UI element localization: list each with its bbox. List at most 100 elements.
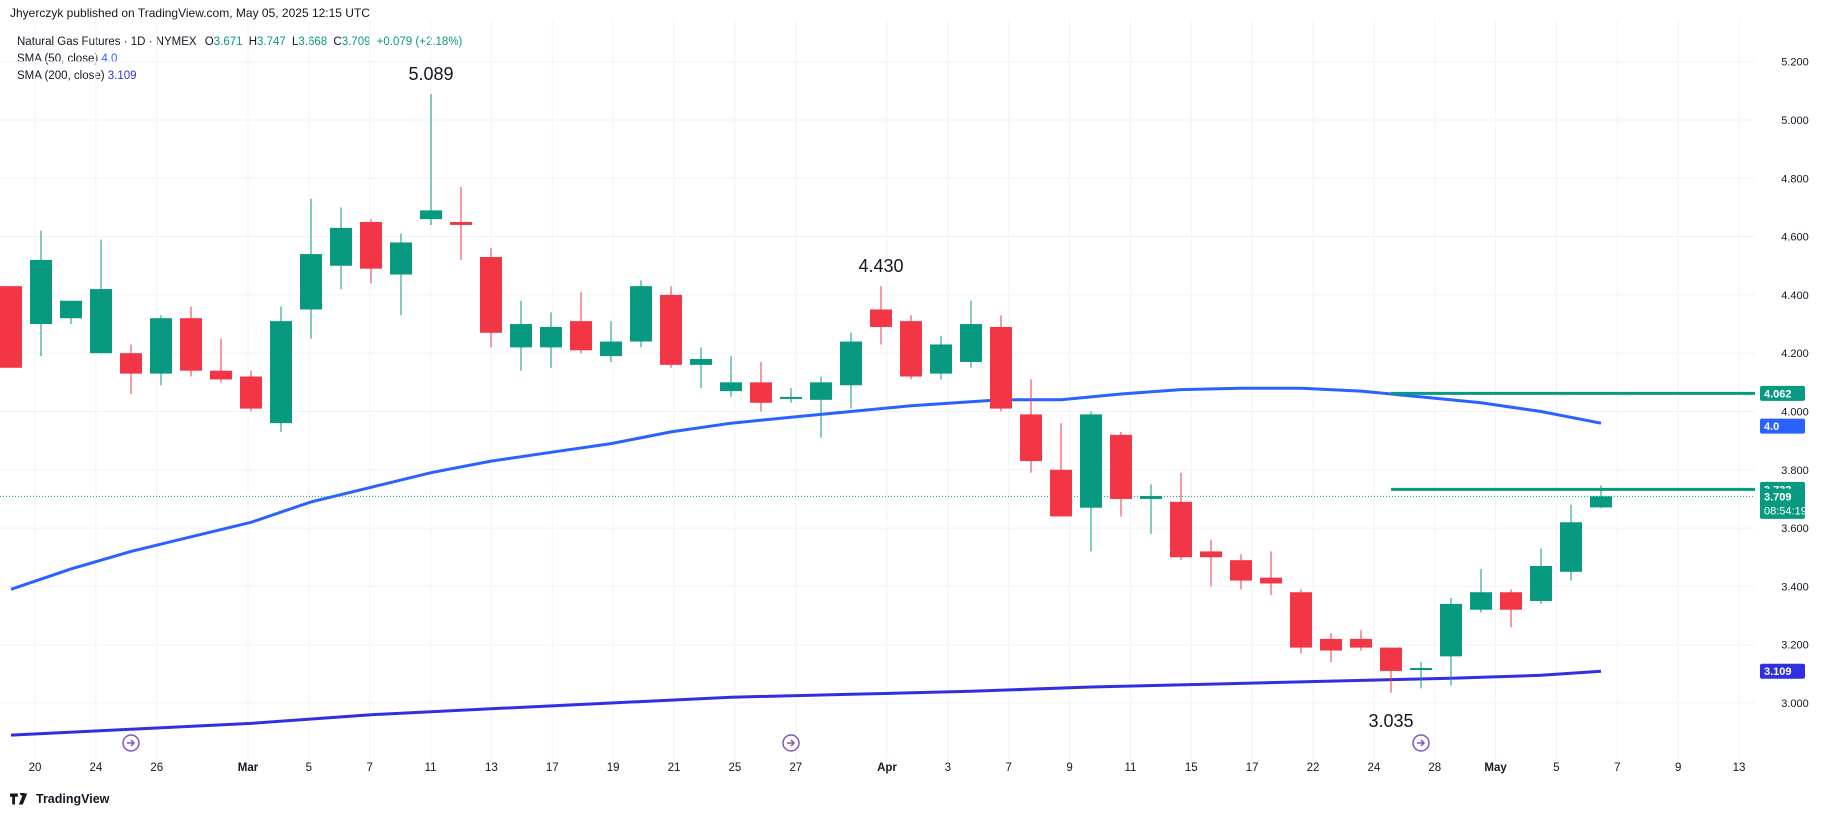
candle-body <box>1500 592 1522 610</box>
candle-body <box>1320 638 1342 651</box>
y-tick-label: 4.400 <box>1781 290 1809 302</box>
x-tick-label: 11 <box>1124 762 1136 774</box>
candle-body <box>1140 496 1162 499</box>
event-marker-icon <box>782 734 800 752</box>
event-marker-icon <box>1412 734 1430 752</box>
candle-body <box>600 341 622 357</box>
price-annotation: 3.035 <box>1368 711 1413 731</box>
publisher-line: Jhyerczyk published on TradingView.com, … <box>10 6 370 20</box>
legend-open: 3.671 <box>213 36 243 48</box>
legend-o-label: O <box>204 36 214 48</box>
footer-brand[interactable]: TradingView <box>10 792 109 806</box>
candle-body <box>990 326 1012 409</box>
price-label-box <box>1760 385 1805 401</box>
candle-body <box>180 318 202 371</box>
x-tick-label: 9 <box>1675 762 1681 774</box>
candle-body <box>1200 551 1222 558</box>
candle-body <box>1020 414 1042 462</box>
horizontal-lines <box>0 391 1755 497</box>
candle-body <box>300 254 322 310</box>
x-axis: 20 24 26 Mar 5 7 11 13 17 19 21 25 27 Apr 3 7 9 11 15 17 22 2… <box>29 762 1746 774</box>
legend-l-label: L <box>292 36 299 48</box>
tradingview-logo-icon <box>10 793 28 805</box>
candle-body <box>0 286 22 368</box>
candle-body <box>210 370 232 380</box>
candle-body <box>1290 592 1312 648</box>
candle-body <box>810 382 832 400</box>
candles <box>0 94 1612 693</box>
x-tick-label: 28 <box>1428 762 1441 774</box>
legend-symbol[interactable]: Natural Gas Futures · 1D · NYMEX <box>17 36 197 48</box>
x-tick-label: 13 <box>485 762 498 774</box>
event-markers <box>122 734 1430 752</box>
x-tick-label: 26 <box>150 762 163 774</box>
candle-body <box>150 318 172 374</box>
candle-body <box>1170 501 1192 558</box>
x-tick-label: 11 <box>425 762 437 774</box>
candle-body <box>60 300 82 319</box>
candle-body <box>690 359 712 365</box>
y-tick-label: 3.800 <box>1781 465 1809 477</box>
event-marker-arrow <box>787 739 796 747</box>
x-tick-label: 17 <box>546 762 559 774</box>
candle-body <box>270 321 292 424</box>
x-tick-label: 7 <box>367 762 373 774</box>
x-tick-label: 5 <box>1553 762 1559 774</box>
candle-body <box>720 382 742 392</box>
x-tick-label: 25 <box>728 762 741 774</box>
x-tick-label: Mar <box>238 762 259 774</box>
price-annotation: 5.089 <box>408 64 453 84</box>
price-label-text: 3.709 <box>1764 491 1792 503</box>
x-tick-label: 27 <box>789 762 802 774</box>
sma200-line <box>10 669 1602 737</box>
candle-body <box>30 259 52 325</box>
sma50-path <box>10 386 1602 591</box>
legend-h-label: H <box>248 36 258 48</box>
x-tick-label: 15 <box>1185 762 1198 774</box>
x-tick-label: 7 <box>1614 762 1620 774</box>
y-tick-label: 5.200 <box>1781 57 1809 69</box>
legend-sma200-row[interactable]: SMA (200, close) 3.109 <box>17 68 462 85</box>
candle-body <box>240 376 262 409</box>
candle-body <box>450 222 472 225</box>
price-label-box <box>1760 663 1805 679</box>
candle-body <box>1590 496 1612 508</box>
candle-body <box>540 326 562 348</box>
candle-body <box>660 294 682 365</box>
candle-body <box>360 222 382 269</box>
y-tick-label: 4.600 <box>1781 232 1809 244</box>
x-tick-label: 3 <box>945 762 951 774</box>
candle-body <box>1050 469 1072 517</box>
x-tick-label: Apr <box>877 762 897 774</box>
candle-body <box>1530 565 1552 601</box>
candle-body <box>120 353 142 374</box>
candle-body <box>870 309 892 327</box>
legend-sma200-value: 3.109 <box>107 70 137 82</box>
candle-body <box>330 227 352 266</box>
price-label-box <box>1760 418 1805 434</box>
candle-body <box>1260 577 1282 584</box>
sma50-line <box>10 386 1602 591</box>
candle-body <box>1440 603 1462 657</box>
candle-body <box>750 382 772 403</box>
x-tick-label: 22 <box>1307 762 1320 774</box>
legend-low: 3.668 <box>298 36 328 48</box>
y-tick-label: 3.600 <box>1781 523 1809 535</box>
candle-body <box>780 396 802 399</box>
event-marker-arrow <box>127 739 136 747</box>
y-tick-label: 4.000 <box>1781 407 1809 419</box>
legend-sma200-label: SMA (200, close) <box>17 70 105 82</box>
price-chart[interactable]: 5.089 4.430 3.035 3.000 3.200 3.400 3.600 3.80… <box>0 0 1835 790</box>
countdown-label: 08:54:19 <box>1764 505 1807 517</box>
candle-body <box>90 289 112 354</box>
y-tick-label: 4.800 <box>1781 173 1809 185</box>
price-annotations: 5.089 4.430 3.035 <box>408 64 1413 731</box>
candle-body <box>1410 668 1432 671</box>
candle-body <box>960 324 982 362</box>
legend-high: 3.747 <box>257 36 286 48</box>
x-tick-label: 7 <box>1006 762 1012 774</box>
event-marker-arrow <box>1417 739 1426 747</box>
x-tick-label: 21 <box>668 762 681 774</box>
price-label-text: 4.0 <box>1764 421 1779 433</box>
x-tick-label: May <box>1484 762 1507 774</box>
